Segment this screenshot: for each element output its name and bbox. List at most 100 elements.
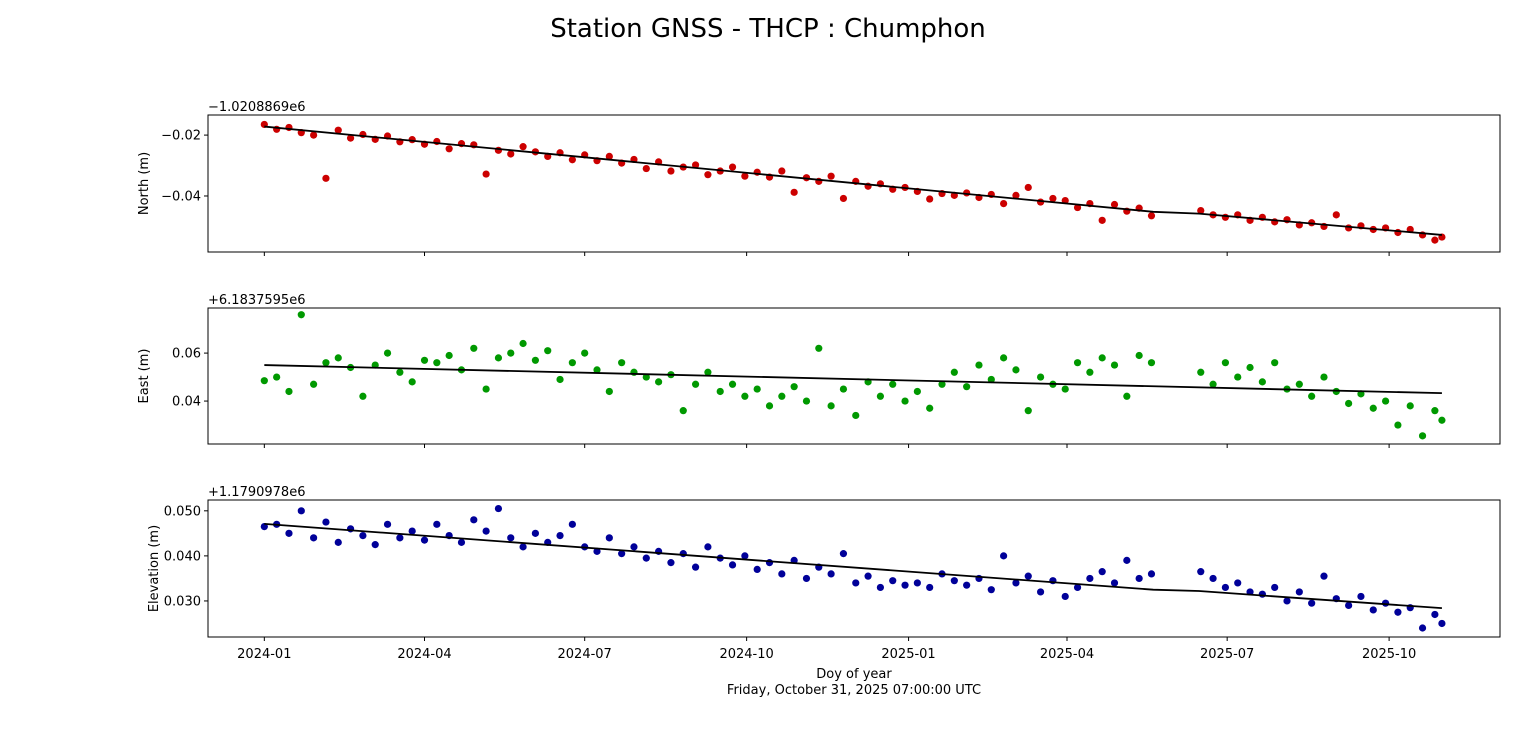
data-point (1345, 601, 1353, 610)
data-point (1369, 606, 1377, 614)
data-point (778, 167, 786, 175)
x-tick-label: 2025-04 (1040, 647, 1094, 662)
data-point (1308, 599, 1316, 607)
data-point (716, 387, 724, 396)
data-point (1147, 212, 1156, 220)
data-point (494, 146, 503, 154)
data-point (963, 383, 971, 391)
data-point (728, 561, 737, 569)
data-point (655, 378, 663, 386)
data-point (1110, 579, 1119, 587)
data-point (420, 536, 429, 544)
data-point (1147, 359, 1156, 367)
data-point (568, 359, 576, 367)
data-point (383, 349, 392, 357)
data-point (1431, 407, 1439, 415)
data-point (728, 163, 737, 171)
data-point (507, 534, 515, 542)
data-point (396, 534, 404, 542)
data-point (618, 359, 626, 367)
data-point (728, 380, 737, 388)
data-point (556, 375, 564, 384)
data-point (383, 520, 392, 528)
data-point (1123, 556, 1131, 564)
data-point (322, 518, 330, 526)
data-point (1438, 619, 1446, 628)
data-point (1098, 354, 1106, 362)
data-point (926, 583, 934, 592)
y-tick-label: 0.050 (164, 504, 201, 519)
data-point (1381, 397, 1390, 405)
data-point (334, 126, 342, 134)
data-point (765, 402, 774, 410)
data-point (778, 392, 786, 400)
data-point (285, 529, 293, 537)
data-point (1147, 570, 1156, 578)
data-point (445, 145, 453, 153)
data-point (260, 377, 268, 385)
data-point (926, 404, 934, 412)
data-point (322, 174, 330, 182)
data-point (556, 532, 564, 540)
data-point (1086, 574, 1094, 583)
data-point (1036, 588, 1045, 596)
x-tick-label: 2025-10 (1362, 647, 1416, 662)
data-point (753, 385, 761, 393)
data-point (1438, 416, 1446, 424)
data-point (531, 529, 540, 537)
data-point (605, 152, 613, 161)
plot-area (260, 120, 1446, 244)
data-point (1431, 236, 1439, 244)
data-point (852, 579, 860, 587)
data-point (519, 543, 527, 551)
data-point (1209, 380, 1217, 388)
data-point (1234, 579, 1242, 587)
data-point (482, 527, 490, 535)
plot-area (260, 504, 1446, 632)
data-point (371, 541, 379, 549)
data-point (839, 385, 848, 393)
figure-title: Station GNSS - THCP : Chumphon (550, 14, 986, 44)
data-point (494, 504, 503, 513)
data-point (1024, 183, 1032, 192)
y-axis-label: Elevation (m) (147, 525, 162, 612)
data-point (1418, 624, 1427, 632)
data-point (1221, 583, 1230, 592)
data-point (433, 520, 441, 528)
x-tick-label: 2024-10 (719, 647, 773, 662)
data-point (1197, 368, 1205, 376)
data-point (1061, 592, 1069, 601)
data-point (408, 527, 416, 535)
data-point (1394, 421, 1402, 429)
data-point (408, 378, 416, 386)
data-point (519, 339, 527, 348)
data-point (322, 359, 330, 367)
data-point (679, 407, 687, 415)
y-tick-label: 0.040 (164, 549, 201, 564)
data-point (310, 380, 318, 388)
data-point (544, 347, 552, 355)
data-point (667, 167, 675, 175)
data-point (1271, 583, 1279, 592)
data-point (1024, 572, 1032, 580)
data-point (310, 131, 318, 139)
data-point (987, 586, 995, 594)
data-point (1320, 373, 1328, 381)
data-point (790, 188, 798, 196)
data-point (852, 411, 860, 420)
y-offset-label: +6.1837595e6 (208, 293, 305, 308)
data-point (667, 559, 675, 567)
data-point (691, 563, 700, 571)
data-point (901, 581, 909, 589)
data-point (470, 516, 478, 524)
data-point (1271, 359, 1279, 367)
data-point (1209, 574, 1217, 583)
y-axis-label: East (m) (137, 349, 152, 404)
data-point (445, 351, 453, 360)
data-point (1369, 404, 1377, 412)
data-point (913, 387, 921, 396)
data-point (1135, 351, 1143, 360)
data-point (1098, 568, 1106, 576)
data-point (741, 172, 749, 180)
y-tick-label: 0.030 (164, 594, 201, 609)
